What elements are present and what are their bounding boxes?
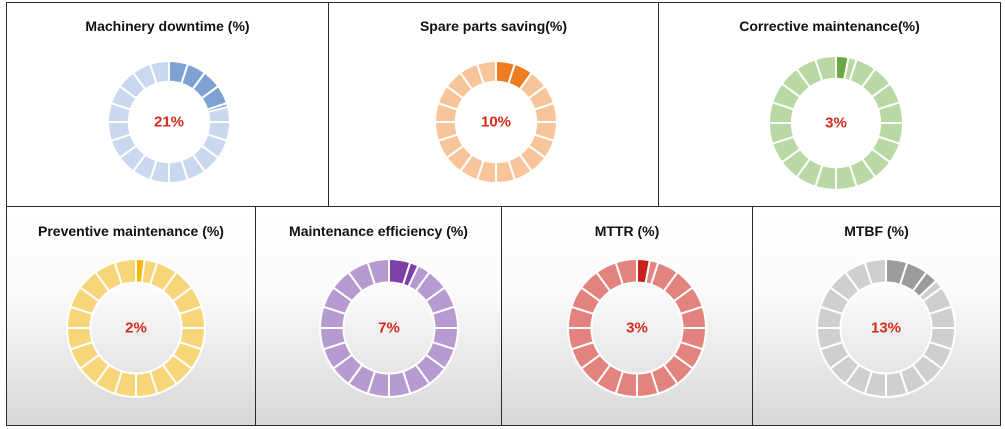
donut-center-label: 7%	[378, 320, 400, 337]
donut-chart: 10%	[433, 59, 559, 185]
panel-maintenance-efficiency: Maintenance efficiency (%) 7%	[255, 206, 502, 426]
donut-chart: 21%	[106, 59, 232, 185]
donut-center-label: 21%	[154, 114, 184, 131]
donut-segment	[366, 257, 390, 286]
chart-title: MTBF (%)	[844, 223, 909, 239]
donut-segment	[475, 59, 497, 85]
donut-segment	[863, 257, 887, 286]
donut-chart: 2%	[65, 257, 207, 399]
panel-machinery-downtime: Machinery downtime (%) 21%	[6, 2, 329, 207]
panel-mtbf: MTBF (%) 13%	[752, 206, 1001, 426]
donut-chart: 3%	[566, 257, 708, 399]
donut-center-label: 3%	[626, 320, 648, 337]
chart-title: Machinery downtime (%)	[85, 18, 250, 34]
donut-segment	[614, 257, 638, 286]
panel-preventive-maintenance: Preventive maintenance (%) 2%	[6, 206, 256, 426]
panel-spare-parts-saving: Spare parts saving(%) 10%	[328, 2, 659, 207]
donut-segment	[113, 257, 137, 286]
donut-chart: 3%	[767, 54, 905, 192]
chart-title: Preventive maintenance (%)	[38, 223, 224, 239]
panel-corrective-maintenance: Corrective maintenance(%) 3%	[658, 2, 1001, 207]
donut-center-label: 13%	[871, 320, 901, 337]
donut-center-label: 3%	[825, 115, 847, 132]
chart-title: Spare parts saving(%)	[419, 18, 568, 34]
donut-center-label: 10%	[481, 114, 511, 131]
panel-mttr: MTTR (%) 3%	[501, 206, 753, 426]
chart-title: Corrective maintenance(%)	[739, 18, 920, 34]
donut-segment	[814, 54, 837, 83]
donut-chart: 7%	[318, 257, 460, 399]
chart-title: MTTR (%)	[594, 223, 660, 239]
donut-segment	[148, 59, 170, 85]
donut-chart: 13%	[815, 257, 957, 399]
chart-title: Maintenance efficiency (%)	[289, 223, 468, 239]
donut-center-label: 2%	[125, 320, 147, 337]
